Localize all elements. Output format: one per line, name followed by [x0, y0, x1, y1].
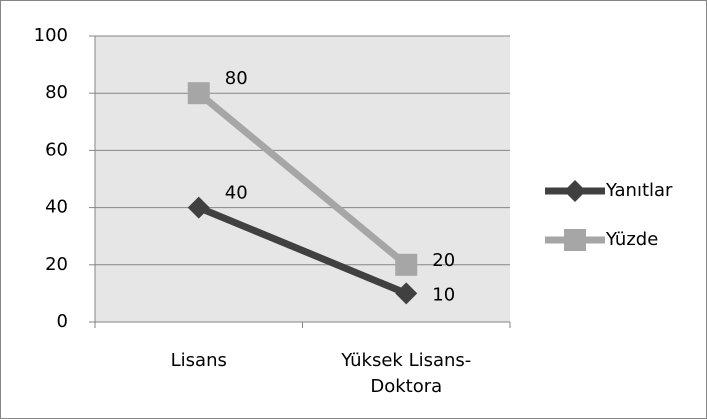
- data-point: [187, 82, 210, 105]
- legend-label: Yanıtlar: [605, 180, 673, 201]
- data-point: [187, 196, 210, 219]
- data-label: 80: [225, 68, 248, 89]
- series-line: [196, 90, 409, 268]
- y-tick-label: 60: [45, 139, 68, 160]
- data-label: 20: [432, 250, 455, 271]
- series-line: [197, 204, 408, 297]
- y-tick-label: 40: [45, 197, 68, 218]
- data-label: 40: [225, 183, 248, 204]
- x-tick-label: Lisans: [170, 350, 227, 371]
- y-tick-label: 80: [45, 82, 68, 103]
- y-tick-label: 100: [34, 25, 68, 46]
- legend-marker: [564, 229, 586, 251]
- data-point: [395, 282, 418, 305]
- y-tick-label: 0: [57, 311, 68, 332]
- legend-marker: [564, 180, 586, 202]
- legend-label: Yüzde: [605, 229, 658, 250]
- data-label: 10: [432, 284, 455, 305]
- x-tick-label: Yüksek Lisans-Doktora: [341, 350, 472, 397]
- data-point: [395, 253, 418, 276]
- y-tick-label: 20: [45, 254, 68, 275]
